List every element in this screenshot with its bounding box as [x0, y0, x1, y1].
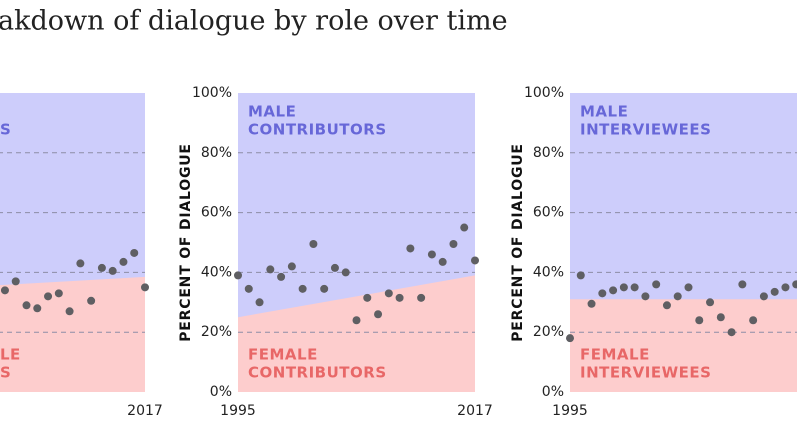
male-label: CONTRIBUTORS: [248, 121, 387, 139]
data-point: [65, 307, 74, 316]
data-point: [662, 301, 671, 310]
data-point: [417, 293, 426, 302]
x-tick-label: 1995: [552, 403, 588, 419]
female-area: [570, 299, 797, 392]
x-tick-label: 2017: [127, 403, 163, 419]
data-point: [449, 239, 458, 248]
data-point: [341, 268, 350, 277]
data-point: [309, 239, 318, 248]
data-point: [395, 293, 404, 302]
y-tick-label: 40%: [201, 264, 232, 280]
x-tick-label: 2017: [457, 403, 493, 419]
x-tick-label: 1995: [220, 403, 256, 419]
data-point: [706, 298, 715, 307]
data-point: [76, 259, 85, 268]
y-tick-label: 0%: [210, 384, 232, 400]
y-tick-label: 20%: [201, 324, 232, 340]
data-point: [630, 283, 639, 292]
y-axis-label: PERCENT OF DIALOGUE: [178, 143, 194, 342]
data-point: [234, 271, 242, 280]
female-label: INTERVIEWEES: [580, 364, 711, 382]
data-point: [22, 301, 31, 310]
data-point: [641, 292, 650, 301]
female-area: [238, 275, 475, 392]
data-point: [11, 277, 20, 286]
data-point: [566, 334, 574, 343]
data-point: [695, 316, 704, 325]
data-point: [363, 293, 372, 302]
data-point: [352, 316, 361, 325]
data-point: [716, 313, 725, 322]
data-point: [266, 265, 275, 274]
data-point: [97, 263, 106, 272]
data-point: [33, 304, 42, 313]
male-label: S: [0, 121, 11, 139]
data-point: [781, 283, 790, 292]
data-point: [384, 289, 393, 298]
data-point: [427, 250, 436, 259]
data-point: [298, 284, 307, 293]
data-point: [130, 248, 139, 257]
data-point: [684, 283, 693, 292]
data-point: [792, 280, 797, 289]
data-point: [119, 257, 128, 266]
data-point: [619, 283, 628, 292]
data-point: [770, 287, 779, 296]
data-point: [0, 286, 9, 295]
female-label: FEMALE: [248, 346, 318, 364]
male-label: MALE: [248, 103, 296, 121]
data-point: [749, 316, 758, 325]
female-area: [0, 276, 145, 392]
data-point: [287, 262, 296, 271]
data-point: [44, 292, 53, 301]
data-point: [609, 286, 618, 295]
data-point: [727, 328, 736, 337]
y-axis-label: PERCENT OF DIALOGUE: [510, 143, 526, 342]
data-point: [673, 292, 682, 301]
y-tick-label: 20%: [533, 324, 564, 340]
y-tick-label: 100%: [524, 85, 564, 101]
y-tick-label: 60%: [533, 205, 564, 221]
data-point: [759, 292, 768, 301]
data-point: [244, 284, 253, 293]
data-point: [576, 271, 585, 280]
female-label: LE: [0, 346, 21, 364]
data-point: [598, 289, 607, 298]
data-point: [330, 263, 339, 272]
data-point: [471, 256, 479, 265]
data-point: [374, 310, 383, 319]
female-label: S: [0, 364, 11, 382]
female-label: FEMALE: [580, 346, 650, 364]
y-tick-label: 60%: [201, 205, 232, 221]
page-title: akdown of dialogue by role over time: [0, 6, 508, 37]
data-point: [141, 283, 149, 292]
male-label: MALE: [580, 103, 628, 121]
data-point: [255, 298, 264, 307]
y-tick-label: 100%: [192, 85, 232, 101]
data-point: [652, 280, 661, 289]
data-point: [406, 244, 415, 253]
y-tick-label: 80%: [201, 145, 232, 161]
data-point: [277, 272, 286, 281]
data-point: [438, 257, 447, 266]
male-label: INTERVIEWEES: [580, 121, 711, 139]
data-point: [54, 289, 63, 298]
data-point: [587, 299, 596, 308]
data-point: [108, 266, 117, 275]
data-point: [738, 280, 747, 289]
y-tick-label: 0%: [542, 384, 564, 400]
female-label: CONTRIBUTORS: [248, 364, 387, 382]
data-point: [460, 223, 469, 232]
data-point: [320, 284, 329, 293]
data-point: [87, 296, 96, 305]
y-tick-label: 40%: [533, 264, 564, 280]
y-tick-label: 80%: [533, 145, 564, 161]
